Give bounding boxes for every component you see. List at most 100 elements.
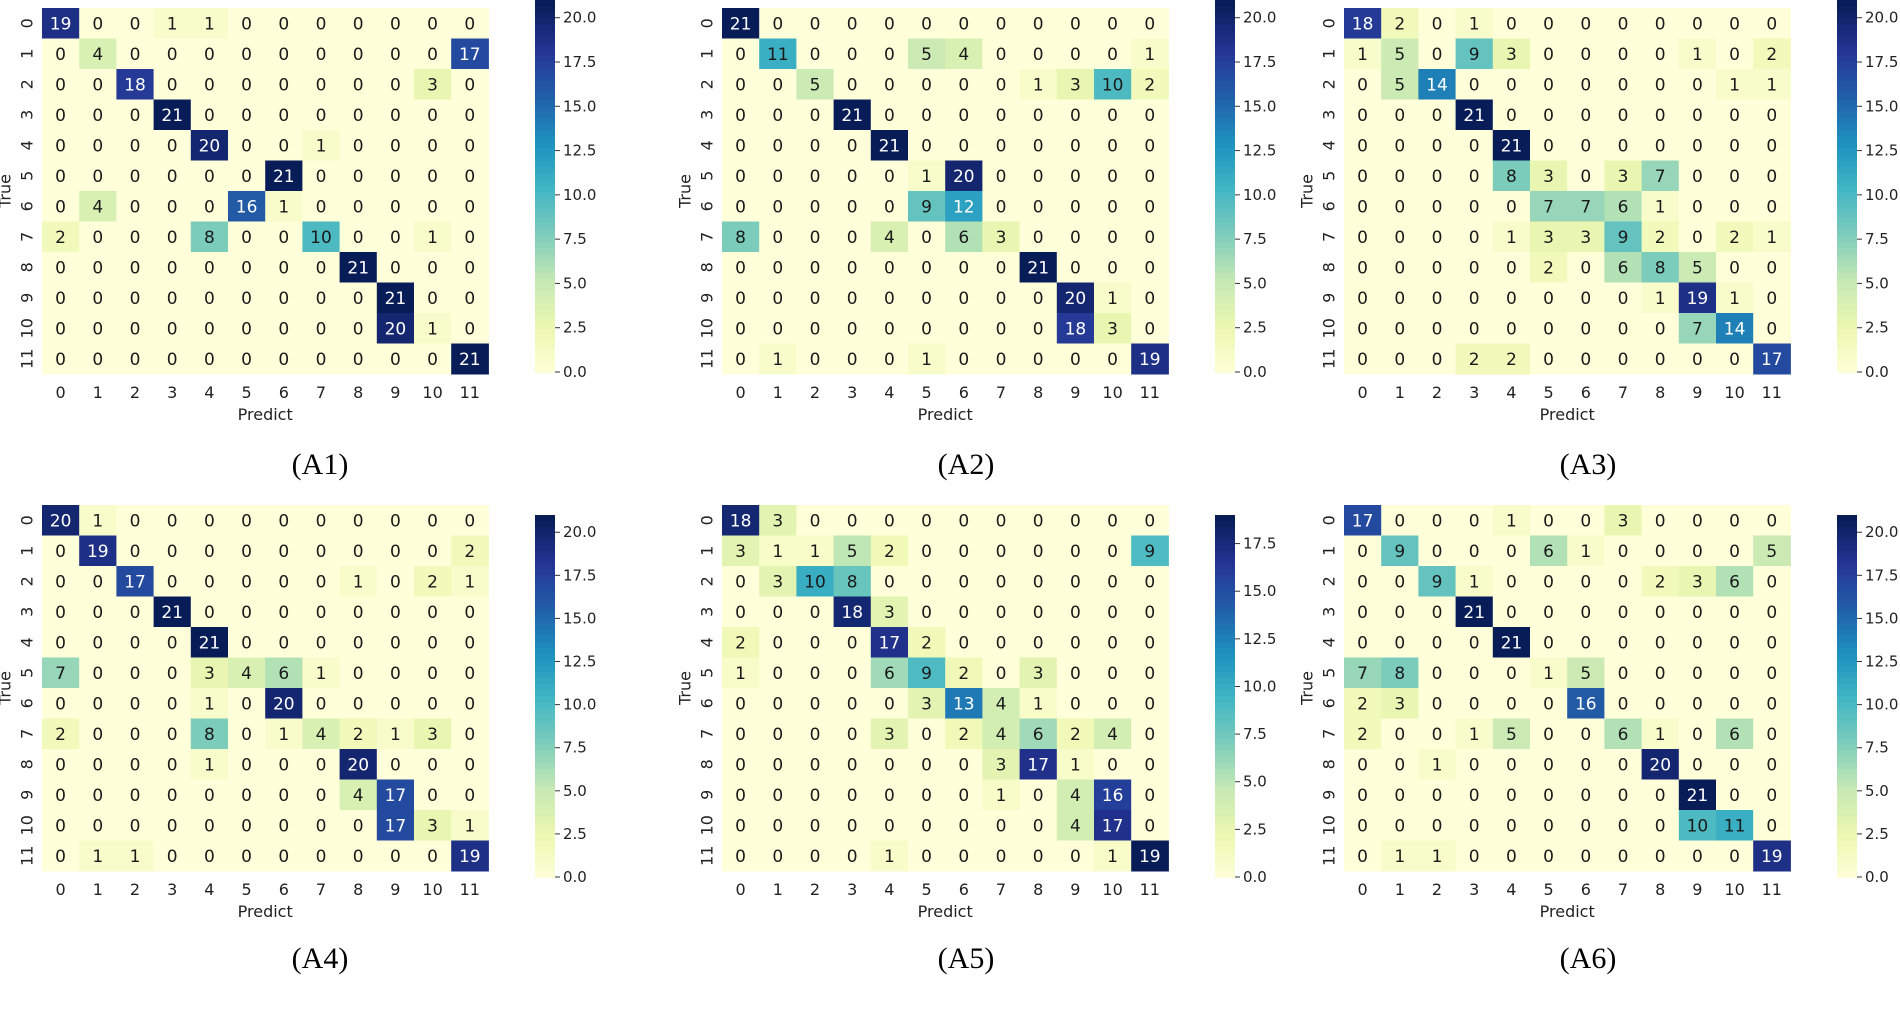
cell-value-label: 17 — [1761, 350, 1783, 370]
cell-value-label: 0 — [92, 14, 103, 34]
x-tick-label: 11 — [1762, 880, 1782, 899]
colorbar-segment — [1837, 241, 1857, 249]
heatmap-cell — [414, 810, 452, 841]
heatmap-cell — [759, 191, 797, 222]
heatmap-cell — [722, 69, 760, 100]
cell-value-label: 1 — [92, 847, 103, 867]
cell-value-label: 0 — [1543, 511, 1554, 531]
cell-value-label: 0 — [316, 816, 327, 836]
heatmap-cell — [42, 840, 80, 872]
cell-value-label: 0 — [353, 350, 364, 370]
y-tick-label: 5 — [698, 171, 717, 181]
heatmap-cell — [1019, 130, 1058, 161]
heatmap-cell — [376, 99, 415, 131]
heatmap-cell — [1455, 160, 1494, 192]
x-tick-label: 6 — [279, 880, 289, 899]
colorbar-segment — [1837, 297, 1857, 305]
colorbar-segment — [1837, 659, 1857, 667]
heatmap-cell — [833, 130, 872, 161]
cell-value-label: 9 — [1144, 542, 1155, 562]
cell-value-label: 0 — [1033, 511, 1044, 531]
heatmap-cell — [376, 810, 415, 841]
cell-value-label: 0 — [810, 14, 821, 34]
heatmap-cell — [451, 627, 489, 658]
colorbar-segment — [1837, 322, 1857, 330]
x-tick-label: 1 — [1395, 880, 1405, 899]
colorbar-segment — [1837, 223, 1857, 231]
cell-value-label: 3 — [996, 228, 1007, 248]
cell-value-label: 0 — [316, 542, 327, 562]
cell-value-label: 0 — [958, 542, 969, 562]
heatmap-cell — [376, 627, 415, 658]
cell-value-label: 0 — [921, 106, 932, 126]
cell-value-label: 0 — [92, 572, 103, 592]
heatmap-cell — [265, 596, 303, 628]
cell-value-label: 0 — [1357, 167, 1368, 187]
heatmap-cell — [1530, 130, 1568, 161]
cell-value-label: 3 — [204, 664, 215, 684]
colorbar-segment — [1837, 557, 1857, 565]
cell-value-label: 2 — [1357, 725, 1368, 745]
cell-value-label: 0 — [1618, 603, 1629, 623]
cell-value-label: 1 — [1394, 847, 1405, 867]
y-tick-label: 0 — [1320, 515, 1339, 525]
heatmap-cell — [190, 252, 229, 283]
x-tick-label: 5 — [922, 383, 932, 402]
colorbar-segment — [535, 142, 555, 150]
colorbar-segment — [1215, 846, 1235, 854]
heatmap-cell — [1678, 313, 1717, 344]
heatmap-cell — [190, 627, 229, 658]
colorbar-segment — [1215, 204, 1235, 212]
heatmap-cell — [1716, 99, 1754, 131]
x-tick-label: 10 — [1724, 383, 1744, 402]
cell-value-label: 0 — [92, 633, 103, 653]
cell-value-label: 0 — [772, 319, 783, 339]
y-tick-label: 3 — [18, 607, 37, 617]
colorbar-segment — [535, 653, 555, 661]
cell-value-label: 0 — [772, 786, 783, 806]
cell-value-label: 0 — [390, 167, 401, 187]
cell-value-label: 0 — [427, 603, 438, 623]
cell-value-label: 0 — [1655, 511, 1666, 531]
cell-value-label: 0 — [92, 75, 103, 95]
colorbar-segment — [535, 353, 555, 361]
heatmap-cell — [1455, 313, 1494, 344]
cell-value-label: 0 — [353, 14, 364, 34]
colorbar-segment — [1215, 217, 1235, 224]
cell-value-label: 0 — [390, 603, 401, 623]
cell-value-label: 0 — [772, 694, 783, 714]
cell-value-label: 0 — [1766, 289, 1777, 309]
heatmap-cell — [1641, 99, 1680, 131]
cell-value-label: 16 — [236, 197, 258, 217]
colorbar-segment — [1837, 587, 1857, 595]
colorbar-tick-label: 17.5 — [563, 53, 596, 71]
colorbar-segment — [1837, 74, 1857, 82]
colorbar-segment — [1837, 683, 1857, 691]
cell-value-label: 3 — [1070, 75, 1081, 95]
colorbar-segment — [1215, 864, 1235, 872]
heatmap-cell — [265, 718, 303, 750]
colorbar-segment — [535, 111, 555, 119]
heatmap-cell — [79, 191, 117, 222]
cell-value-label: 0 — [204, 786, 215, 806]
colorbar-segment — [1215, 347, 1235, 355]
heatmap-cell — [722, 8, 760, 39]
heatmap-cell — [228, 718, 266, 750]
heatmap-cell — [1381, 69, 1419, 100]
cell-value-label: 0 — [427, 106, 438, 126]
cell-value-label: 0 — [996, 258, 1007, 278]
heatmap-cell — [870, 130, 909, 161]
cell-value-label: 0 — [810, 511, 821, 531]
colorbar-tick-label: 0.0 — [563, 363, 587, 381]
heatmap-cell — [1056, 252, 1095, 283]
cell-value-label: 18 — [1065, 319, 1087, 339]
heatmap-cell — [1567, 130, 1605, 161]
cell-value-label: 2 — [1144, 75, 1155, 95]
colorbar-segment — [1215, 105, 1235, 113]
colorbar-segment — [1837, 714, 1857, 721]
cell-value-label: 0 — [390, 572, 401, 592]
y-tick-label: 7 — [18, 729, 37, 739]
y-tick-label: 6 — [18, 698, 37, 708]
heatmap-cell — [908, 313, 946, 344]
cell-value-label: 0 — [996, 45, 1007, 65]
